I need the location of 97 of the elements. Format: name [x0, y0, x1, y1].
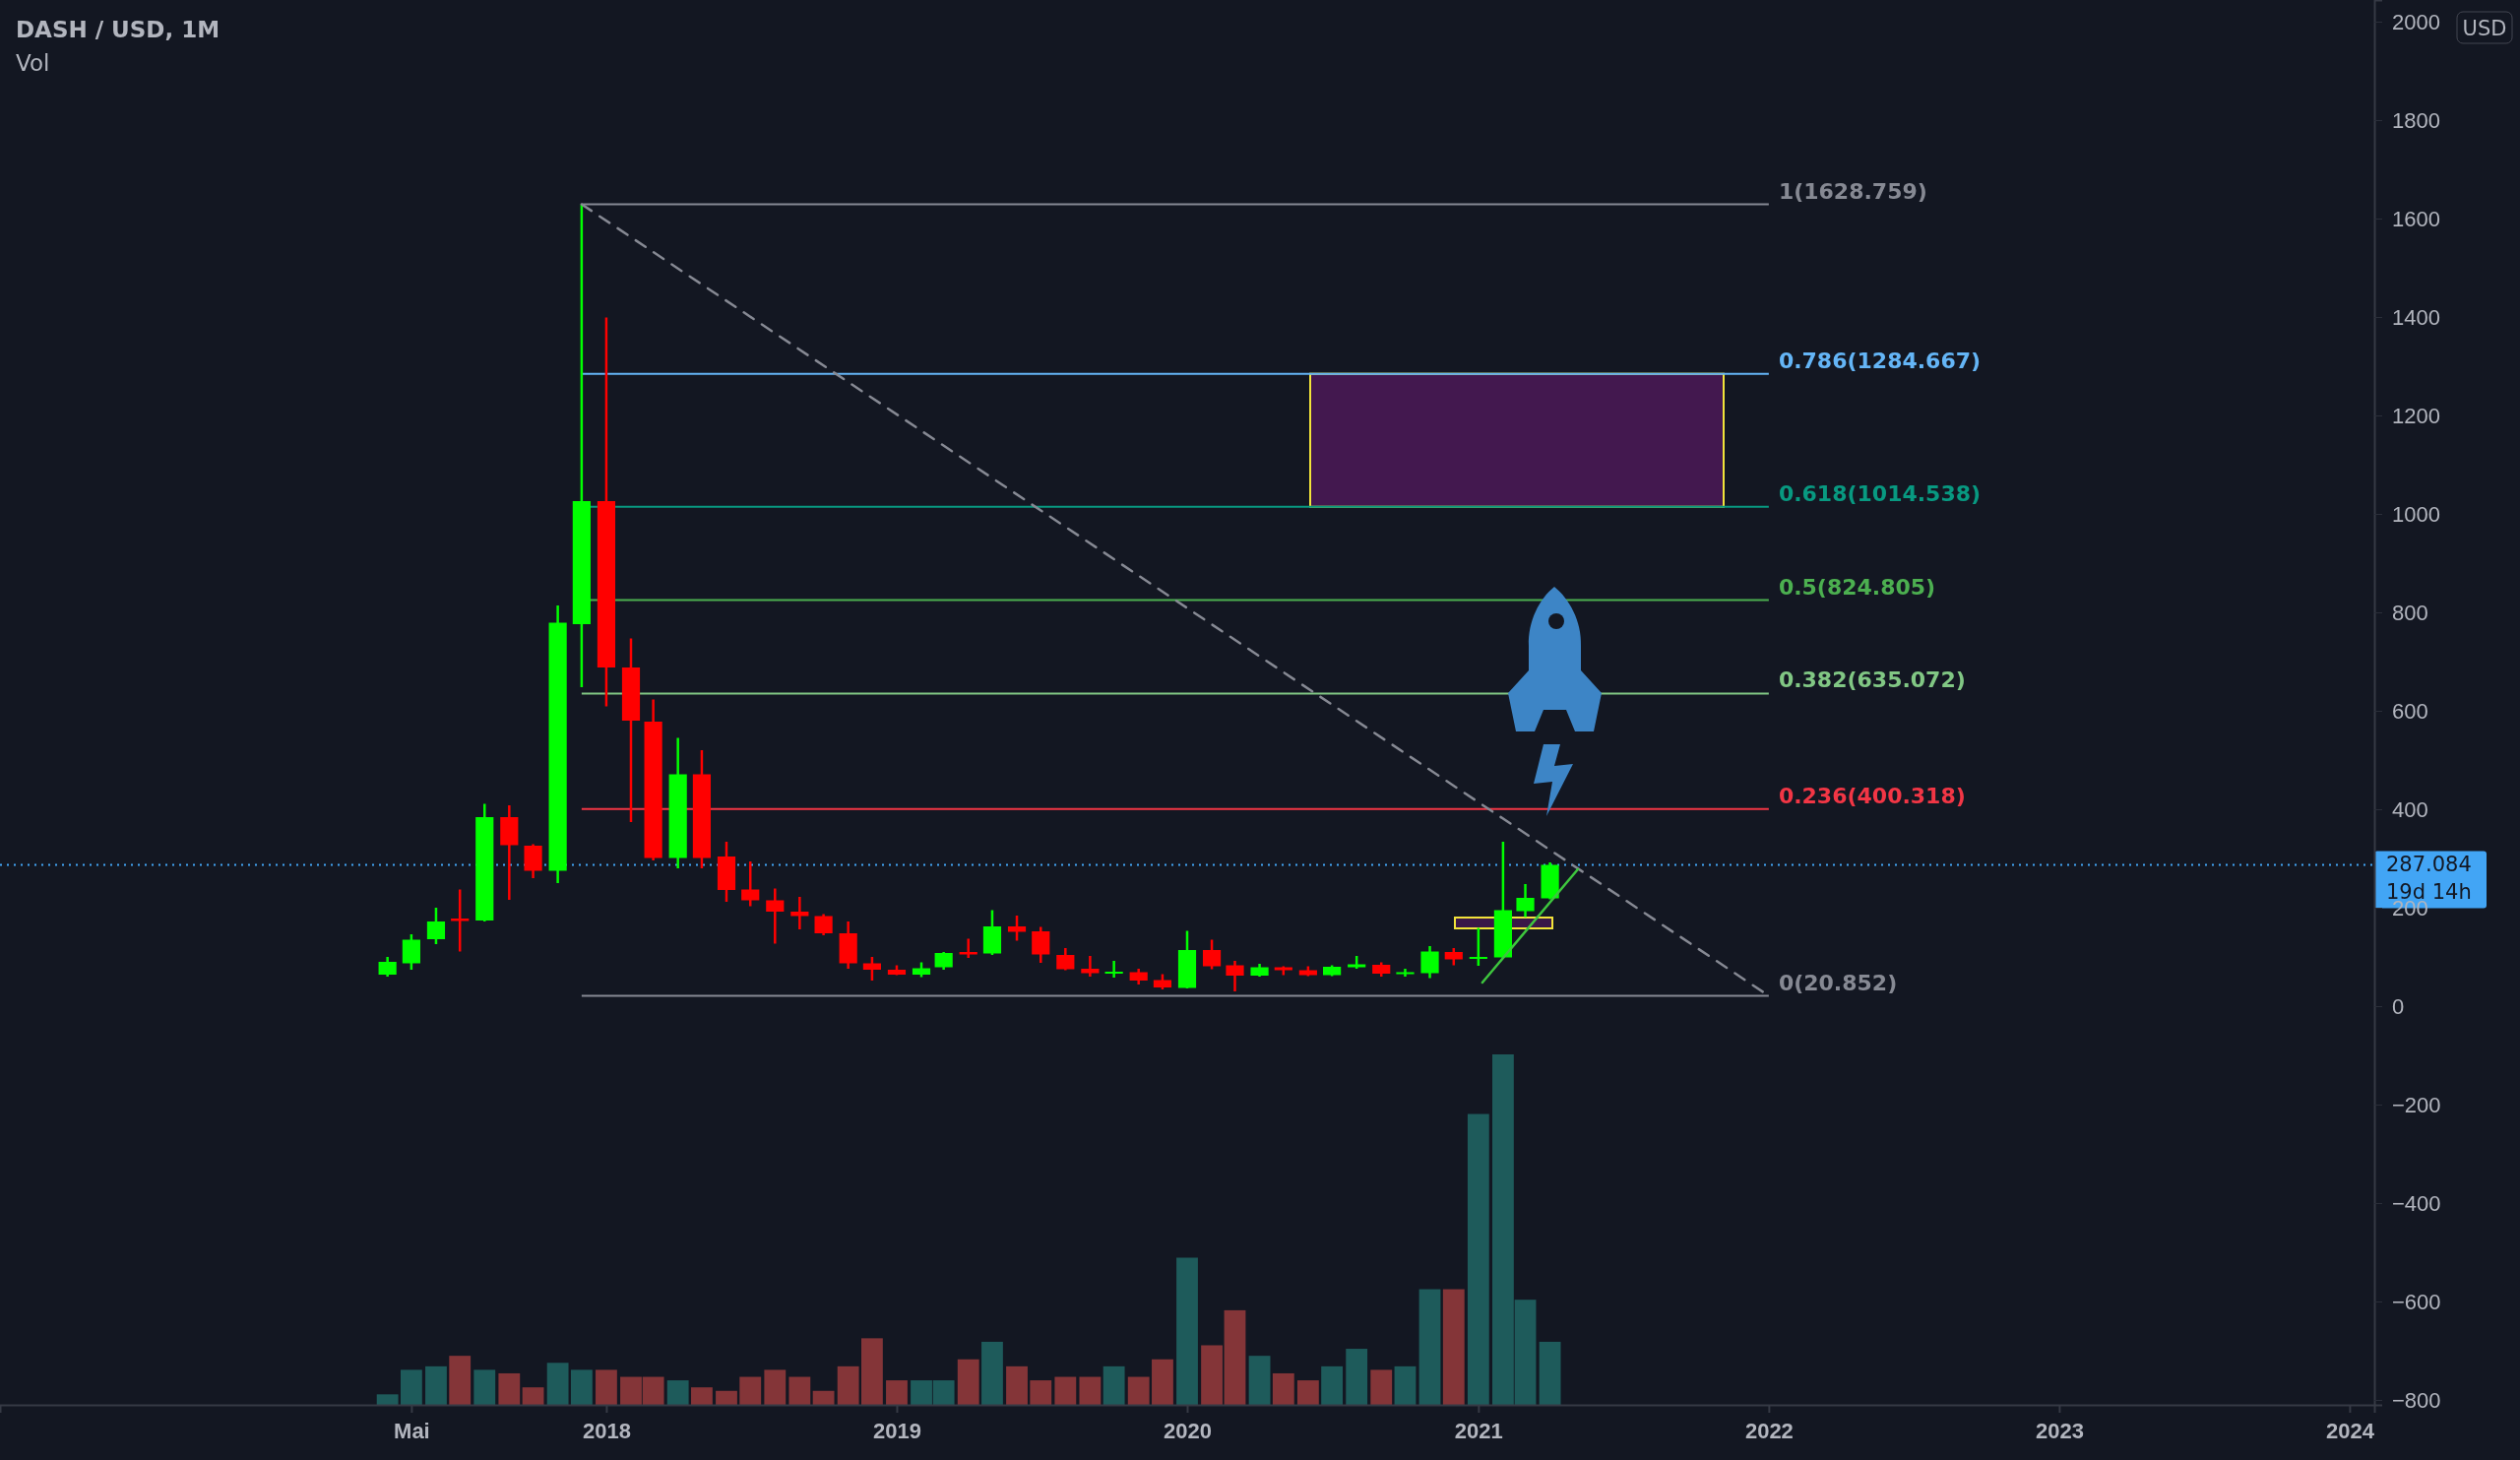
bar [1152, 1359, 1173, 1405]
x-tick-label: 2020 [1164, 1418, 1212, 1443]
bar [812, 1390, 835, 1405]
bar [1539, 1341, 1561, 1405]
chart-title: Vol [16, 50, 50, 76]
bar [1201, 1345, 1223, 1405]
bar [886, 1380, 908, 1405]
bar [473, 1369, 496, 1405]
x-tick-label: Mai [394, 1418, 430, 1443]
y-tick-label: 800 [2392, 600, 2428, 625]
y-tick-label: −200 [2392, 1092, 2441, 1117]
bar [570, 1369, 593, 1405]
bar [449, 1356, 472, 1405]
ref-line-label: 287.084 [2386, 853, 2472, 877]
bar [1272, 1372, 1294, 1405]
bar [1224, 1309, 1246, 1405]
y-tick-label: 2000 [2392, 9, 2440, 34]
candlestick [451, 888, 470, 953]
y-tick-label: 1600 [2392, 206, 2440, 231]
y-tick-label: 1000 [2392, 501, 2440, 527]
candlestick [766, 887, 785, 945]
x-tick-label: 2024 [2325, 1418, 2375, 1443]
x-tick-label: 2022 [1744, 1418, 1794, 1443]
candlestick [1469, 926, 1487, 968]
bar [837, 1365, 859, 1405]
candlestick [378, 955, 397, 979]
candlestick [1007, 914, 1027, 942]
ref-line-label: 0.382(635.072) [1778, 667, 1966, 693]
candlestick [1420, 944, 1439, 980]
ref-line-label: 0(20.852) [1778, 970, 1898, 995]
candlestick [1202, 938, 1222, 971]
bar [861, 1338, 883, 1405]
candlestick [862, 955, 881, 983]
bar [764, 1369, 787, 1405]
bar [498, 1372, 521, 1405]
bar [1102, 1365, 1125, 1405]
bar [522, 1387, 544, 1405]
bar [376, 1394, 399, 1405]
bar [546, 1363, 569, 1405]
x-tick-label: 2021 [1454, 1418, 1503, 1443]
y-tick-label: 1800 [2392, 107, 2440, 133]
ref-line-label: 0.786(1284.667) [1778, 348, 1982, 373]
ref-line-label: 0.618(1014.538) [1778, 480, 1982, 506]
candlestick [790, 895, 809, 931]
bar [425, 1365, 447, 1405]
bar [788, 1376, 811, 1405]
y-tick-label: −600 [2392, 1289, 2441, 1314]
bar [1418, 1289, 1441, 1405]
text: DASH / USD, 1M [16, 17, 220, 42]
candlestick [1516, 882, 1535, 919]
bar [1370, 1369, 1393, 1405]
candlestick [426, 906, 446, 946]
bar [1296, 1380, 1319, 1405]
bar [1321, 1365, 1344, 1405]
y-tick-label: −800 [2392, 1387, 2441, 1413]
bar [1346, 1349, 1368, 1405]
ref-line-label: 0.236(400.318) [1778, 783, 1966, 808]
y-tick-label: 600 [2392, 698, 2428, 724]
y-tick-label: 1400 [2392, 304, 2440, 330]
ref-line-label: 0.5(824.805) [1778, 574, 1936, 600]
text: USD [2462, 17, 2507, 40]
x-tick-label: 2019 [872, 1418, 921, 1443]
bar [716, 1390, 737, 1405]
bar [957, 1359, 979, 1405]
bar [1176, 1257, 1198, 1405]
candlestick [402, 932, 420, 972]
bar [1054, 1376, 1077, 1405]
bar [400, 1369, 422, 1405]
x-tick-label: 2018 [582, 1418, 631, 1443]
bar [1127, 1376, 1150, 1405]
bar [981, 1341, 1003, 1405]
bar [739, 1376, 762, 1405]
bar [691, 1387, 713, 1405]
candlestick [1104, 959, 1123, 980]
bar [1394, 1365, 1417, 1405]
bar [1006, 1365, 1028, 1405]
candlestick [1081, 954, 1100, 979]
bar [1442, 1289, 1465, 1405]
y-tick-label: 0 [2392, 993, 2405, 1019]
ref-line-label: 1(1628.759) [1778, 178, 1927, 204]
candlestick [959, 937, 977, 960]
candlestick [814, 913, 833, 937]
bar [596, 1369, 617, 1405]
candlestick [1032, 925, 1050, 965]
candlestick [741, 859, 760, 908]
bar [1030, 1380, 1052, 1405]
bar [666, 1380, 689, 1405]
bar [1467, 1113, 1489, 1405]
candlestick [1226, 959, 1244, 993]
y-tick-label: 1200 [2392, 403, 2440, 428]
bar [1079, 1376, 1102, 1405]
y-tick-label: −400 [2392, 1190, 2441, 1216]
candlestick [1056, 946, 1075, 972]
y-tick-label: 400 [2392, 796, 2428, 822]
bar [1248, 1356, 1271, 1405]
x-tick-label: 2023 [2035, 1418, 2084, 1443]
candlestick [1396, 967, 1415, 979]
